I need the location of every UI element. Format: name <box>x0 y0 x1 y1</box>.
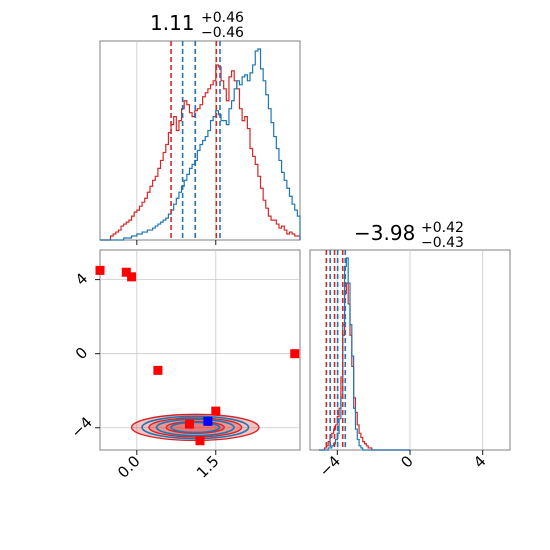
hist2-x-ticklabel-0: −4 <box>316 452 344 480</box>
contour-blue-0 <box>141 415 250 440</box>
marker-red-2 <box>127 272 137 282</box>
hist-param1-frame <box>99 40 301 241</box>
title-param2-median: −3.98 <box>354 221 415 245</box>
contours-2d <box>130 413 260 442</box>
marker-red-5 <box>184 419 194 429</box>
marker-red-3 <box>153 365 163 375</box>
hist1-blue-series <box>100 48 301 241</box>
hist2-x-ticklabel-1: 0 <box>397 452 416 471</box>
marker-red-0 <box>95 265 105 275</box>
joint-y-ticklabel-1: 0 <box>72 344 91 363</box>
joint-x-ticklabel-1: 1.5 <box>193 452 223 482</box>
marker-red-1 <box>121 267 131 277</box>
joint-x-ticklabel-0: 0.0 <box>114 452 144 482</box>
scatter-markers <box>95 265 300 446</box>
hist2-red-series <box>319 282 410 451</box>
hist-param1 <box>100 41 301 241</box>
hist1-red-series <box>100 64 301 241</box>
marker-red-6 <box>195 436 205 446</box>
marker-red-4 <box>290 349 300 359</box>
contour-blue-1 <box>155 418 235 437</box>
contour-blue-2 <box>170 421 221 434</box>
title-param2: −3.98 +0.42 −0.43 <box>354 220 464 251</box>
hist2-x-ticklabel-2: 4 <box>470 452 489 471</box>
joint-y-ticklabel-0: −4 <box>67 413 95 441</box>
hist2-blue-series <box>319 257 410 451</box>
hist-param2 <box>319 250 410 451</box>
title-param1-median: 1.11 <box>150 11 195 35</box>
title-param2-minus: −0.43 <box>421 235 464 251</box>
marker-red-7 <box>211 406 221 416</box>
title-param1: 1.11 +0.46 −0.46 <box>150 10 244 41</box>
contour-red-1 <box>148 417 243 438</box>
title-param1-minus: −0.46 <box>201 25 244 41</box>
marker-blue-0 <box>203 416 213 426</box>
joint-panel-frame <box>99 249 301 451</box>
joint-y-ticklabel-2: 4 <box>72 270 91 289</box>
title-param1-plus: +0.46 <box>201 10 244 26</box>
title-param2-plus: +0.42 <box>421 220 464 236</box>
contour-red-2 <box>165 420 225 435</box>
